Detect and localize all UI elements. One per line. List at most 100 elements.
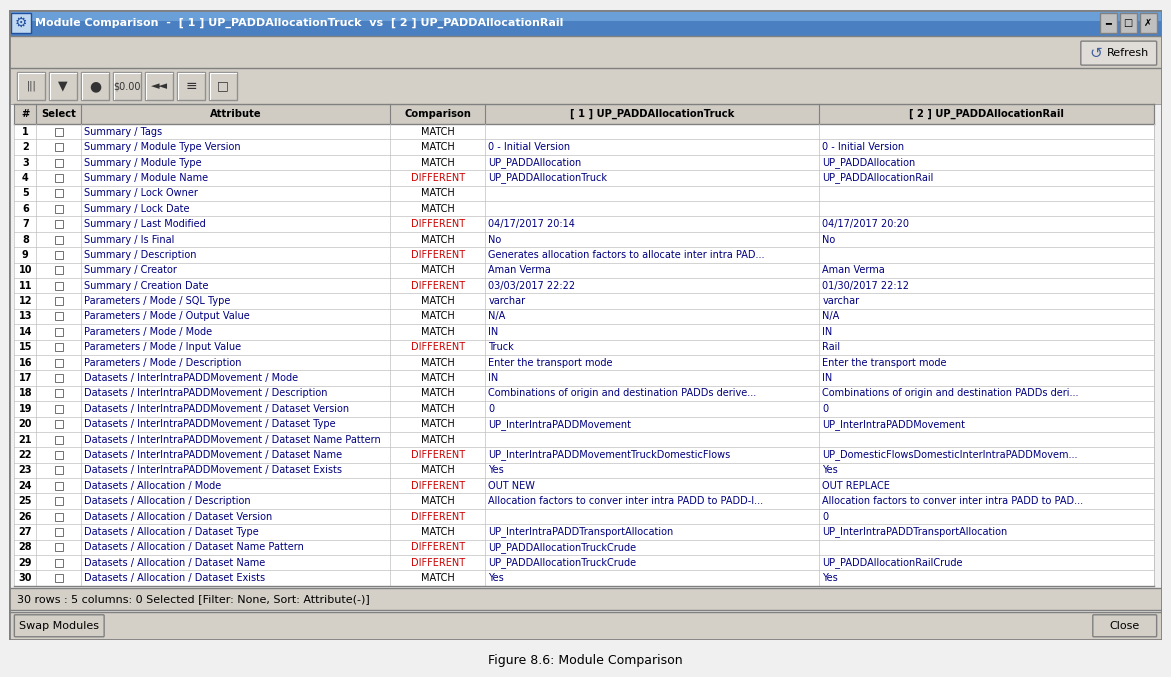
Text: ●: ● xyxy=(89,79,101,93)
Text: 16: 16 xyxy=(19,357,32,368)
Text: Datasets / InterIntraPADDMovement / Dataset Exists: Datasets / InterIntraPADDMovement / Data… xyxy=(84,465,342,475)
Bar xyxy=(14,247,1153,263)
Text: Datasets / InterIntraPADDMovement / Dataset Type: Datasets / InterIntraPADDMovement / Data… xyxy=(84,419,336,429)
Text: 9: 9 xyxy=(22,250,29,260)
Text: Aman Verma: Aman Verma xyxy=(822,265,885,276)
Bar xyxy=(18,72,46,100)
Text: Datasets / InterIntraPADDMovement / Description: Datasets / InterIntraPADDMovement / Desc… xyxy=(84,389,328,399)
Text: Parameters / Mode / Output Value: Parameters / Mode / Output Value xyxy=(84,311,249,322)
Text: 3: 3 xyxy=(22,158,29,168)
Text: N/A: N/A xyxy=(822,311,840,322)
Text: 1: 1 xyxy=(22,127,29,137)
Bar xyxy=(14,478,1153,494)
Text: DIFFERENT: DIFFERENT xyxy=(411,558,465,568)
Text: MATCH: MATCH xyxy=(422,373,454,383)
Text: MATCH: MATCH xyxy=(422,496,454,506)
Bar xyxy=(55,359,63,367)
Text: Enter the transport mode: Enter the transport mode xyxy=(488,357,612,368)
Text: 15: 15 xyxy=(19,343,32,352)
Text: UP_PADDAllocation: UP_PADDAllocation xyxy=(488,157,582,168)
Text: Yes: Yes xyxy=(822,465,838,475)
Bar xyxy=(55,158,63,167)
Bar xyxy=(9,588,1162,610)
Text: MATCH: MATCH xyxy=(422,188,454,198)
Bar xyxy=(145,72,173,100)
Bar xyxy=(55,451,63,459)
Text: Datasets / InterIntraPADDMovement / Mode: Datasets / InterIntraPADDMovement / Mode xyxy=(84,373,299,383)
Text: Summary / Tags: Summary / Tags xyxy=(84,127,163,137)
Bar xyxy=(14,155,1153,170)
Text: Select: Select xyxy=(41,109,76,119)
Text: 26: 26 xyxy=(19,512,32,521)
Bar xyxy=(55,466,63,475)
Text: No: No xyxy=(488,234,501,244)
Text: 04/17/2017 20:14: 04/17/2017 20:14 xyxy=(488,219,575,229)
Text: MATCH: MATCH xyxy=(422,127,454,137)
Bar xyxy=(14,324,1153,340)
Bar xyxy=(114,72,141,100)
Text: Datasets / Allocation / Dataset Type: Datasets / Allocation / Dataset Type xyxy=(84,527,259,537)
Text: Datasets / InterIntraPADDMovement / Dataset Name Pattern: Datasets / InterIntraPADDMovement / Data… xyxy=(84,435,381,445)
Text: ✗: ✗ xyxy=(1144,18,1152,28)
Text: Datasets / InterIntraPADDMovement / Dataset Name: Datasets / InterIntraPADDMovement / Data… xyxy=(84,450,342,460)
Bar xyxy=(14,139,1153,155)
Text: DIFFERENT: DIFFERENT xyxy=(411,281,465,290)
Text: Summary / Lock Date: Summary / Lock Date xyxy=(84,204,190,214)
Text: Parameters / Mode / SQL Type: Parameters / Mode / SQL Type xyxy=(84,296,231,306)
Bar xyxy=(81,72,109,100)
Text: □: □ xyxy=(217,80,228,93)
Bar xyxy=(9,10,1162,36)
Text: MATCH: MATCH xyxy=(422,527,454,537)
FancyBboxPatch shape xyxy=(1093,615,1157,637)
Text: 30: 30 xyxy=(19,573,32,583)
Bar xyxy=(14,555,1153,571)
Text: 30 rows : 5 columns: 0 Selected [Filter: None, Sort: Attribute(-)]: 30 rows : 5 columns: 0 Selected [Filter:… xyxy=(18,594,370,604)
Bar xyxy=(208,72,237,100)
Bar xyxy=(55,512,63,521)
Text: 6: 6 xyxy=(22,204,29,214)
Text: 27: 27 xyxy=(19,527,32,537)
Text: DIFFERENT: DIFFERENT xyxy=(411,250,465,260)
Text: UP_InterIntraPADDMovement: UP_InterIntraPADDMovement xyxy=(488,419,631,430)
Text: varchar: varchar xyxy=(822,296,860,306)
Text: UP_InterIntraPADDTransportAllocation: UP_InterIntraPADDTransportAllocation xyxy=(822,527,1008,538)
Text: Datasets / Allocation / Dataset Name Pattern: Datasets / Allocation / Dataset Name Pat… xyxy=(84,542,304,552)
Text: OUT REPLACE: OUT REPLACE xyxy=(822,481,890,491)
Text: Parameters / Mode / Input Value: Parameters / Mode / Input Value xyxy=(84,343,241,352)
Text: 2: 2 xyxy=(22,142,29,152)
Bar xyxy=(14,104,1153,124)
Bar xyxy=(55,343,63,351)
Bar xyxy=(14,263,1153,278)
Bar xyxy=(55,143,63,151)
Text: DIFFERENT: DIFFERENT xyxy=(411,450,465,460)
Text: Datasets / InterIntraPADDMovement / Dataset Version: Datasets / InterIntraPADDMovement / Data… xyxy=(84,403,349,414)
Bar xyxy=(55,482,63,489)
Bar xyxy=(55,559,63,567)
Bar xyxy=(14,201,1153,217)
Text: Combinations of origin and destination PADDs derive...: Combinations of origin and destination P… xyxy=(488,389,756,399)
Text: Summary / Last Modified: Summary / Last Modified xyxy=(84,219,206,229)
Bar xyxy=(14,571,1153,586)
Text: Summary / Creation Date: Summary / Creation Date xyxy=(84,281,208,290)
Bar xyxy=(55,266,63,274)
Text: UP_PADDAllocationRail: UP_PADDAllocationRail xyxy=(822,173,933,183)
Text: 21: 21 xyxy=(19,435,32,445)
Bar xyxy=(9,612,1162,640)
Bar xyxy=(9,68,1162,104)
Text: 4: 4 xyxy=(22,173,29,183)
Bar xyxy=(14,386,1153,401)
Bar xyxy=(1119,13,1137,33)
Text: 20: 20 xyxy=(19,419,32,429)
Text: ◄◄: ◄◄ xyxy=(151,81,167,91)
Bar xyxy=(177,72,205,100)
Text: Summary / Lock Owner: Summary / Lock Owner xyxy=(84,188,198,198)
Text: Aman Verma: Aman Verma xyxy=(488,265,552,276)
Text: MATCH: MATCH xyxy=(422,142,454,152)
Text: Refresh: Refresh xyxy=(1107,48,1149,58)
Bar xyxy=(14,232,1153,247)
Text: Parameters / Mode / Description: Parameters / Mode / Description xyxy=(84,357,241,368)
Bar xyxy=(14,293,1153,309)
Text: 0 - Initial Version: 0 - Initial Version xyxy=(822,142,904,152)
Text: IN: IN xyxy=(822,327,833,337)
Bar xyxy=(55,574,63,582)
